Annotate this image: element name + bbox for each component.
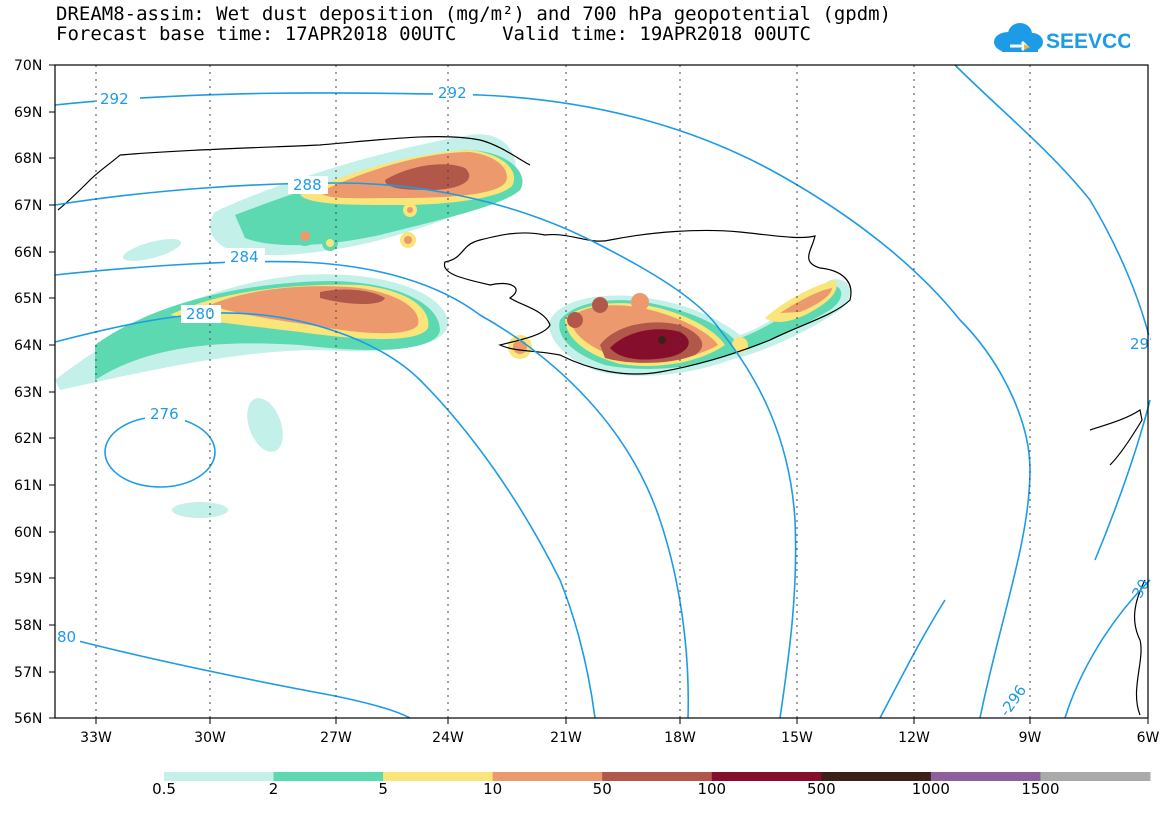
- legend-swatch: [602, 772, 713, 781]
- graticule: [95, 65, 1031, 718]
- legend-label: 5: [378, 780, 388, 798]
- legend-label: 1000: [911, 780, 950, 798]
- geopotential-contours: [54, 64, 1151, 719]
- lon-label: 9W: [1019, 730, 1042, 746]
- latitude-labels: 70N 69N 68N 67N 66N 65N 64N 63N 62N 61N …: [14, 58, 42, 727]
- seevccc-logo: SEEVCCC: [994, 23, 1130, 53]
- legend-swatch: [492, 772, 603, 781]
- lon-label: 21W: [550, 730, 582, 746]
- lat-label: 59N: [14, 571, 42, 587]
- latitude-axis: [49, 64, 55, 719]
- contour-label: 292: [438, 84, 467, 102]
- contour-label: 276: [150, 405, 179, 423]
- lon-label: 12W: [898, 730, 930, 746]
- dust-deposition-field: [55, 134, 851, 518]
- contour-label: 292: [100, 90, 129, 108]
- contour-label: 280: [186, 305, 215, 323]
- map-title: DREAM8-assim: Wet dust deposition (mg/m²…: [56, 3, 892, 25]
- legend-swatch: [930, 772, 1041, 781]
- legend-label: 50: [592, 780, 612, 798]
- contour-label: 284: [230, 248, 259, 266]
- lat-label: 65N: [14, 291, 42, 307]
- cloud-icon: [994, 23, 1043, 52]
- lat-label: 68N: [14, 151, 42, 167]
- contour-label-group: 292 292 288 284 280 276 80 29 -296 30: [55, 84, 1153, 720]
- lon-label: 27W: [320, 730, 352, 746]
- legend-label: 0.5: [152, 780, 176, 798]
- contour-label: 80: [57, 628, 76, 646]
- legend-swatch: [1040, 772, 1151, 781]
- lat-label: 67N: [14, 198, 42, 214]
- legend-swatch: [711, 772, 822, 781]
- legend-label: 1500: [1021, 780, 1060, 798]
- longitude-labels: 33W 30W 27W 24W 21W 18W 15W 12W 9W 6W: [80, 730, 1159, 746]
- lon-label: 15W: [781, 730, 813, 746]
- legend-label: 10: [483, 780, 503, 798]
- lon-label: 30W: [194, 730, 226, 746]
- lat-label: 64N: [14, 338, 42, 354]
- lon-label: 6W: [1137, 730, 1160, 746]
- map-subtitle: Forecast base time: 17APR2018 00UTC Vali…: [56, 23, 811, 45]
- legend-swatch: [821, 772, 932, 781]
- lat-label: 57N: [14, 665, 42, 681]
- lat-label: 58N: [14, 618, 42, 634]
- legend-swatch: [273, 772, 384, 781]
- lon-label: 33W: [80, 730, 112, 746]
- map-frame: [54, 64, 1149, 719]
- coastlines: [57, 136, 1146, 716]
- lat-label: 62N: [14, 431, 42, 447]
- lat-label: 63N: [14, 385, 42, 401]
- lon-label: 18W: [664, 730, 696, 746]
- legend-swatch: [164, 772, 275, 781]
- color-legend: [164, 772, 1151, 781]
- contour-label: 29: [1130, 335, 1149, 353]
- lat-label: 70N: [14, 58, 42, 74]
- legend-label: 500: [807, 780, 836, 798]
- logo-text: SEEVCCC: [1046, 30, 1130, 53]
- lon-label: 24W: [432, 730, 464, 746]
- lat-label: 69N: [14, 105, 42, 121]
- longitude-axis: [95, 718, 1149, 724]
- lat-label: 61N: [14, 478, 42, 494]
- legend-swatch: [383, 772, 494, 781]
- lat-label: 56N: [14, 711, 42, 727]
- legend-label: 100: [697, 780, 727, 798]
- lat-label: 66N: [14, 245, 42, 261]
- contour-label: -296: [996, 682, 1030, 720]
- legend-label: 2: [268, 780, 279, 798]
- contour-label: 288: [293, 176, 322, 194]
- lat-label: 60N: [14, 525, 42, 541]
